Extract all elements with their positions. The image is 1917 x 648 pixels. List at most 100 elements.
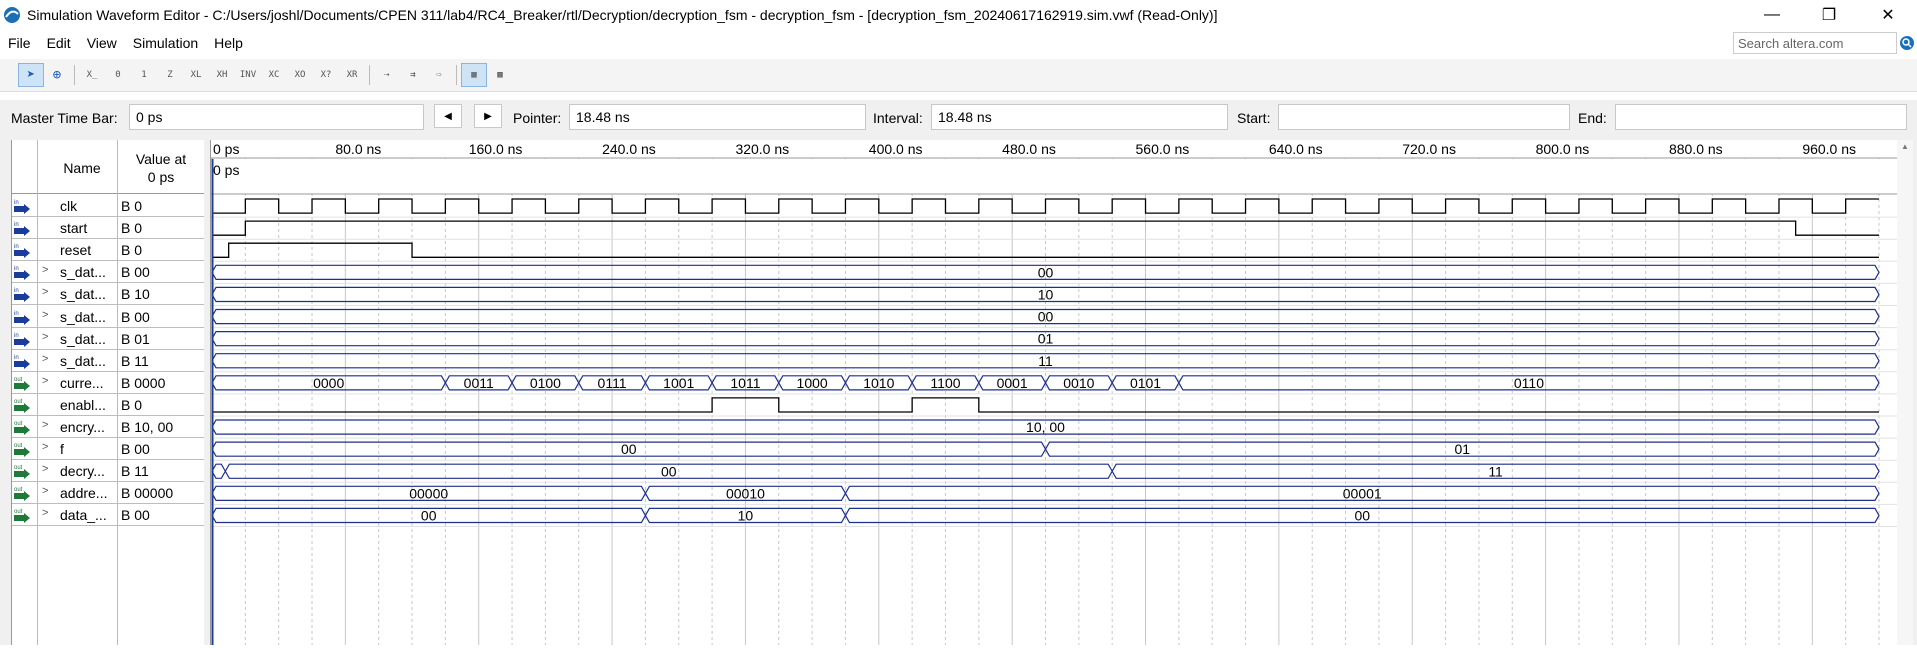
force-low-button[interactable]: 0 (105, 63, 131, 87)
signal-row[interactable]: in clk B 0 (12, 195, 205, 218)
netlist-button[interactable]: ⇨ (426, 63, 452, 87)
expand-chevron-icon[interactable]: > (42, 286, 49, 299)
menu-file[interactable]: File (8, 34, 31, 51)
master-time-bar-field[interactable]: 0 ps (129, 104, 424, 130)
next-transition-button[interactable]: ▶ (474, 104, 502, 128)
panel-splitter[interactable] (204, 140, 210, 645)
value-column-header[interactable]: Value at 0 ps (117, 150, 205, 186)
title-bar: Simulation Waveform Editor - C:/Users/jo… (0, 0, 1917, 30)
expand-chevron-icon[interactable]: > (42, 419, 49, 431)
waveform-view-button[interactable]: ▦ (461, 63, 487, 87)
weak-low-button[interactable]: XL (183, 63, 209, 87)
close-button[interactable]: ✕ (1859, 0, 1917, 30)
input-pin-icon: in (14, 200, 30, 214)
functional-sim-button[interactable]: ⇢ (374, 63, 400, 87)
expand-chevron-icon[interactable]: > (42, 441, 49, 454)
start-field[interactable] (1278, 104, 1570, 130)
expand-chevron-icon[interactable]: > (42, 308, 49, 321)
expand-chevron-icon[interactable]: > (42, 352, 49, 365)
signal-row[interactable]: out enabl... B 0 (12, 394, 205, 416)
signal-value: B 0 (121, 198, 143, 214)
clock-button[interactable]: XO (287, 63, 313, 87)
bus-value-label: 0001 (997, 375, 1028, 391)
search-icon[interactable] (1899, 34, 1915, 52)
output-pin-icon: out (14, 421, 30, 435)
output-pin-icon: out (14, 509, 30, 524)
pointer-field[interactable]: 18.48 ns (569, 104, 866, 130)
vertical-scrollbar[interactable]: ▲ (1897, 140, 1913, 645)
signal-row[interactable]: out > curre... B 0000 (12, 372, 205, 394)
signal-row[interactable]: in start B 0 (12, 217, 205, 240)
end-field[interactable] (1615, 104, 1907, 130)
signal-row[interactable]: out > decry... B 11 (12, 460, 205, 483)
bus-segment (1111, 463, 1880, 479)
signal-row[interactable]: out > f B 00 (12, 438, 205, 461)
name-column-header[interactable]: Name (63, 160, 101, 176)
signal-row[interactable]: in reset B 0 (12, 239, 205, 262)
close-icon: ✕ (1881, 7, 1895, 24)
menu-help[interactable]: Help (214, 34, 243, 51)
output-pin-icon: out (14, 465, 30, 480)
minimize-button[interactable]: — (1743, 0, 1801, 30)
pin-direction-label: in (14, 311, 19, 317)
interval-field[interactable]: 18.48 ns (931, 104, 1228, 130)
time-axis-label: 400.0 ns (869, 141, 923, 157)
weak-high-button[interactable]: XH (209, 63, 235, 87)
time-axis-label: 480.0 ns (1002, 141, 1056, 157)
invert-button[interactable]: INV (235, 63, 261, 87)
restore-button[interactable]: ❐ (1800, 0, 1858, 30)
signal-row[interactable]: in > s_dat... B 00 (12, 306, 205, 328)
selection-tool-icon: ➤ (26, 67, 36, 83)
signal-name: s_dat... (60, 330, 106, 347)
bus-segment (844, 507, 1880, 524)
search-input[interactable]: Search altera.com (1733, 32, 1897, 54)
toolbar-separator (74, 65, 75, 85)
expand-chevron-icon[interactable]: > (42, 374, 49, 387)
selection-tool-button[interactable]: ➤ (18, 63, 44, 87)
signal-value: B 0 (121, 242, 143, 259)
bus-segment (1044, 441, 1880, 457)
signal-row[interactable]: in > s_dat... B 01 (12, 328, 205, 350)
high-impedance-button[interactable]: Z (157, 63, 183, 87)
menu-edit[interactable]: Edit (46, 34, 71, 51)
expand-chevron-icon[interactable]: > (42, 330, 49, 343)
bus-value-label: 00010 (726, 485, 765, 501)
signal-row[interactable]: in > s_dat... B 11 (12, 350, 205, 372)
expand-chevron-icon[interactable]: > (42, 463, 49, 476)
signal-row[interactable]: out > data_... B 00 (12, 504, 205, 527)
grid-button[interactable]: ▩ (487, 63, 513, 87)
expand-chevron-icon[interactable]: > (42, 264, 49, 277)
signal-row[interactable]: in > s_dat... B 00 (12, 261, 205, 284)
signal-value: B 00 (121, 507, 150, 524)
bus-value-label: 1001 (663, 375, 694, 391)
menu-simulation[interactable]: Simulation (132, 34, 199, 51)
random-value-button[interactable]: XR (339, 63, 365, 87)
zoom-tool-button[interactable]: ⊕ (44, 63, 70, 87)
arbitrary-value-button[interactable]: X? (313, 63, 339, 87)
scroll-up-icon[interactable]: ▲ (1901, 142, 1909, 151)
expand-chevron-icon[interactable]: > (42, 507, 49, 520)
timing-sim-button[interactable]: ⇉ (400, 63, 426, 87)
signal-row[interactable]: out > addre... B 00000 (12, 482, 205, 505)
time-axis-label: 880.0 ns (1669, 141, 1723, 157)
count-value-button[interactable]: XC (261, 63, 287, 87)
waveform-canvas[interactable]: 0 ps 80.0 ns 160.0 ns 240.0 ns 320.0 ns 400.0… (211, 140, 1898, 645)
count-value-icon: XC (268, 70, 280, 80)
signal-name: reset (60, 242, 92, 259)
force-unknown-button[interactable]: X̲ (79, 63, 105, 87)
time-axis-label: 80.0 ns (335, 141, 381, 157)
force-high-button[interactable]: 1 (131, 63, 157, 87)
signal-value: B 00000 (121, 485, 174, 502)
bus-value-label: 0111 (598, 375, 627, 391)
pin-direction-label: in (14, 355, 19, 361)
signal-value: B 10 (121, 286, 150, 303)
restore-icon: ❐ (1821, 7, 1837, 24)
signal-row[interactable]: out > encry... B 10, 00 (12, 416, 205, 439)
bus-value-label: 10, 00 (1026, 419, 1065, 435)
toolbar-separator (456, 65, 457, 85)
signal-row[interactable]: in > s_dat... B 10 (12, 283, 205, 306)
previous-transition-button[interactable]: ◀ (434, 104, 462, 128)
expand-chevron-icon[interactable]: > (42, 485, 49, 498)
menu-view[interactable]: View (86, 34, 117, 51)
waveform-area[interactable]: 0 ps 80.0 ns 160.0 ns 240.0 ns 320.0 ns 400.0… (210, 140, 1898, 645)
